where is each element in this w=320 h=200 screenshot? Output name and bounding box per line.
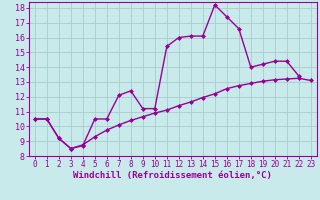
X-axis label: Windchill (Refroidissement éolien,°C): Windchill (Refroidissement éolien,°C) [73, 171, 272, 180]
